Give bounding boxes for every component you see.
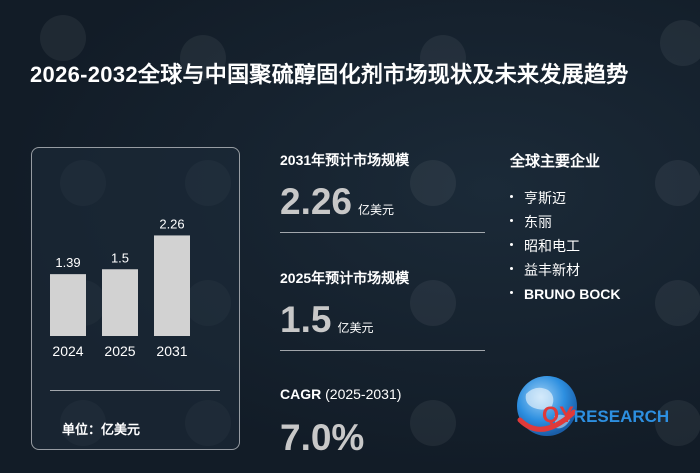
bar-value-label: 2.26 (159, 216, 184, 231)
kpi-2025-unit: 亿美元 (337, 321, 374, 335)
bar-chart: 1.39 2024 1.5 2025 2.26 2031 (50, 216, 190, 359)
logo-text: QYRESEARCH (542, 402, 669, 428)
bar-chart-panel: 1.39 2024 1.5 2025 2.26 2031 单位：亿美元 (31, 147, 240, 450)
category-label: 2031 (156, 343, 187, 359)
cagr-label-bold: CAGR (280, 386, 322, 402)
logo-mark: QY (542, 402, 574, 427)
chart-unit-label: 单位：亿美元 (62, 422, 141, 437)
kpi-2031-value: 2.26 (280, 181, 353, 222)
company-item: 东丽 (510, 213, 620, 237)
category-label: 2024 (52, 343, 83, 359)
bar-value-label: 1.5 (111, 250, 129, 265)
category-label: 2025 (104, 343, 135, 359)
company-item: 益丰新材 (510, 261, 620, 285)
company-item: BRUNO BOCK (510, 285, 620, 309)
kpi-cagr: CAGR (2025-2031) 7.0% (280, 386, 490, 458)
kpi-divider (280, 350, 485, 351)
logo-word: RESEARCH (573, 407, 670, 426)
kpi-divider (280, 232, 485, 233)
companies-title: 全球主要企业 (510, 153, 601, 170)
company-item: 亨斯迈 (510, 189, 620, 213)
kpi-2025-label: 2025年预计市场规模 (280, 270, 410, 286)
bar-value-label: 1.39 (55, 255, 80, 270)
cagr-period: (2025-2031) (321, 386, 402, 402)
globe-icon (517, 376, 577, 436)
qyresearch-logo: QYRESEARCH (512, 372, 700, 442)
bar-2025 (102, 269, 138, 336)
kpi-2025-value: 1.5 (280, 299, 332, 340)
company-item: 昭和电工 (510, 237, 620, 261)
cagr-value: 7.0% (280, 417, 365, 458)
page-title: 2026-2032全球与中国聚硫醇固化剂市场现状及未来发展趋势 (30, 62, 629, 87)
chart-divider (50, 390, 220, 391)
bar-2024 (50, 274, 86, 336)
bar-2031 (154, 235, 190, 336)
kpi-2031-label: 2031年预计市场规模 (280, 152, 410, 168)
kpi-2025: 2025年预计市场规模 1.5 亿美元 (280, 268, 490, 351)
cagr-label: CAGR (2025-2031) (280, 386, 490, 402)
kpi-2031-unit: 亿美元 (358, 203, 395, 217)
companies-list: 全球主要企业 亨斯迈 东丽 昭和电工 益丰新材 BRUNO BOCK (510, 150, 620, 309)
kpi-2031: 2031年预计市场规模 2.26 亿美元 (280, 150, 490, 233)
